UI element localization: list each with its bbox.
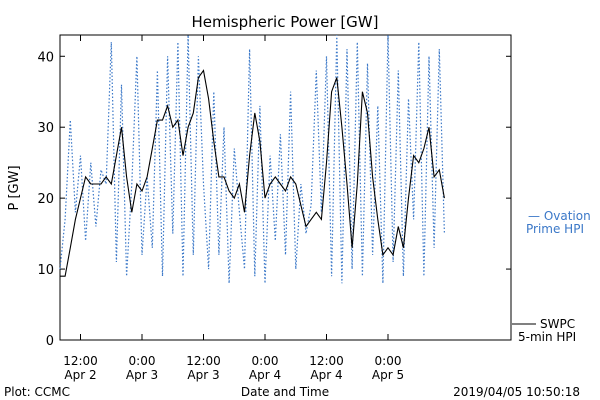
y-axis: 0 10 20 30 40	[37, 50, 511, 349]
y-tick-label: 0	[46, 334, 54, 349]
plot-area	[59, 34, 512, 341]
footer-right: 2019/04/05 10:50:18	[453, 385, 580, 399]
legend-ovation-line2: Prime HPI	[526, 222, 584, 236]
series-layer	[59, 34, 445, 284]
x-axis-label: Date and Time	[241, 385, 329, 399]
footer-left: Plot: CCMC	[4, 385, 70, 399]
x-tick-label: 12:00	[309, 354, 344, 368]
y-tick-label: 30	[37, 121, 54, 136]
x-tick-label-date: Apr 3	[187, 368, 219, 382]
x-tick-label-date: Apr 3	[126, 368, 158, 382]
legend: — Ovation Prime HPI SWPC 5-min HPI	[512, 209, 591, 344]
legend-swpc-line1: SWPC	[540, 317, 575, 331]
y-tick-label: 10	[37, 263, 54, 278]
plot-frame	[59, 34, 512, 341]
x-tick-label: 12:00	[186, 354, 221, 368]
x-tick-label: 12:00	[63, 354, 98, 368]
y-tick-label: 20	[37, 192, 54, 207]
x-tick-label-date: Apr 2	[64, 368, 96, 382]
legend-ovation-line1: — Ovation	[528, 209, 591, 223]
y-axis-label: P [GW]	[7, 165, 22, 210]
x-tick-label: 0:00	[252, 354, 279, 368]
x-tick-label-date: Apr 4	[249, 368, 281, 382]
chart-title: Hemispheric Power [GW]	[192, 13, 379, 31]
series-line-ovation	[59, 34, 445, 284]
x-tick-label-date: Apr 4	[310, 368, 342, 382]
y-tick-label: 40	[37, 50, 54, 65]
x-tick-label: 0:00	[129, 354, 156, 368]
series-line-swpc	[60, 69, 445, 277]
x-tick-label: 0:00	[375, 354, 402, 368]
x-tick-label-date: Apr 5	[372, 368, 404, 382]
legend-swpc-line2: 5-min HPI	[518, 330, 576, 344]
